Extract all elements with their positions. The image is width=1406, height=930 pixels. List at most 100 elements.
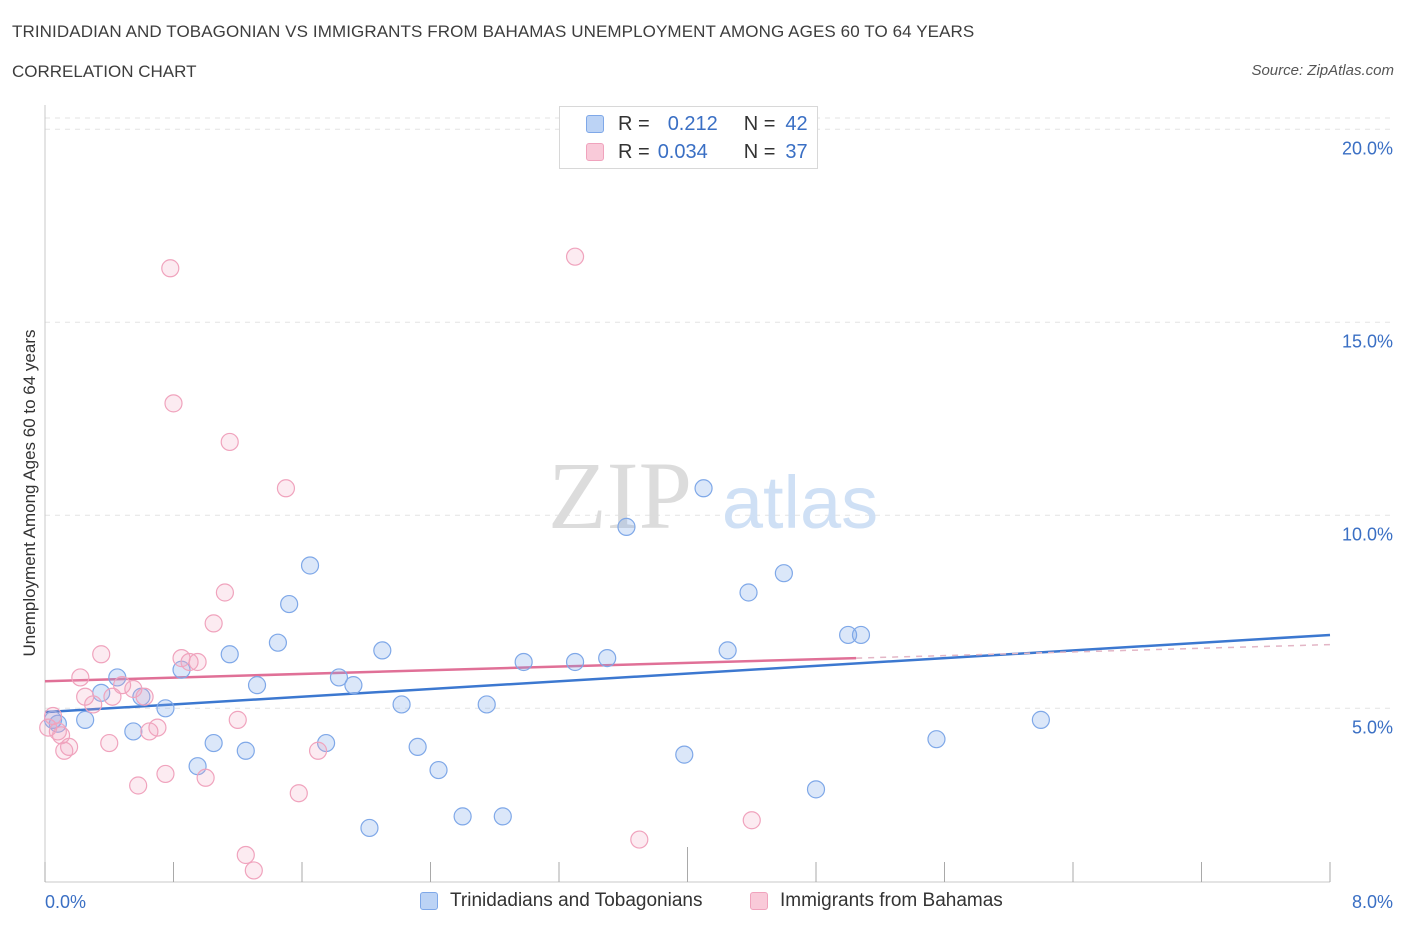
pink-point <box>84 695 103 714</box>
source-label: Source: ZipAtlas.com <box>1251 62 1394 79</box>
x-tick-label: 0.0% <box>45 892 86 912</box>
pink-point <box>188 652 207 672</box>
pink-point <box>630 830 649 849</box>
blue-point <box>360 818 379 838</box>
blue-point <box>739 583 758 602</box>
blue-point <box>280 594 299 614</box>
pink-point <box>92 645 111 664</box>
blue-point <box>514 652 533 672</box>
pink-point <box>228 710 247 729</box>
pink-point <box>236 845 255 865</box>
blue-point <box>220 645 239 664</box>
blue-point <box>329 668 349 687</box>
pink-point <box>215 583 234 602</box>
x-tick-label: 8.0% <box>1352 892 1393 912</box>
legend-row-pink: R = 0.034 N = 37 <box>586 140 808 164</box>
blue-point <box>76 710 95 729</box>
pink-point <box>156 764 175 784</box>
blue-point <box>477 695 496 714</box>
blue-point <box>453 807 472 826</box>
blue-point <box>236 741 255 760</box>
pink-point <box>161 259 180 278</box>
blue-point <box>408 737 427 757</box>
pink-point <box>100 733 119 753</box>
blue-swatch <box>420 892 438 910</box>
blue-point <box>204 733 223 753</box>
y-tick-label: 10.0% <box>1342 524 1393 544</box>
n-label: N = <box>743 112 776 135</box>
stats-legend: R = 0.212 N = 42 R = 0.034 N = 37 <box>559 106 818 169</box>
blue-point <box>774 564 793 583</box>
axes <box>44 105 1331 883</box>
r-value: 0.034 <box>657 140 708 163</box>
blue-point <box>373 641 392 660</box>
blue-point <box>1031 710 1050 729</box>
blue-point <box>927 730 946 749</box>
pink-swatch <box>586 143 604 161</box>
pink-point <box>204 614 223 633</box>
blue-point <box>344 676 363 695</box>
chart-subtitle: CORRELATION CHART <box>12 62 197 81</box>
y-axis-label: Unemployment Among Ages 60 to 64 years <box>20 329 39 657</box>
watermark-atlas: atlas <box>722 461 878 544</box>
grid-lines <box>45 117 1395 709</box>
blue-point <box>675 745 694 764</box>
blue-point <box>493 807 512 826</box>
blue-point <box>851 625 871 645</box>
watermark: ZIP atlas <box>548 442 878 549</box>
blue-point <box>392 695 411 714</box>
pink-swatch <box>750 892 768 910</box>
watermark-zip: ZIP <box>548 442 692 549</box>
blue-trend-line <box>44 633 1331 714</box>
chart-title: TRINIDADIAN AND TOBAGONIAN VS IMMIGRANTS… <box>12 22 975 41</box>
pink-point <box>59 737 79 757</box>
pink-trend-extension <box>856 643 1331 659</box>
r-label: R = <box>618 140 650 163</box>
pink-point <box>196 768 215 787</box>
pink-point <box>129 776 148 795</box>
blue-point <box>300 556 320 575</box>
n-value: 42 <box>785 112 808 135</box>
y-tick-label: 15.0% <box>1342 331 1393 351</box>
blue-swatch <box>586 115 604 133</box>
blue-point <box>124 722 143 741</box>
legend-label: Immigrants from Bahamas <box>780 890 1003 911</box>
pink-point <box>71 668 90 687</box>
n-value: 37 <box>785 140 808 163</box>
pink-point <box>148 718 167 737</box>
n-label: N = <box>743 140 776 163</box>
pink-trend-line <box>44 656 857 683</box>
tick-labels: 5.0% 10.0% 15.0% 20.0% 0.0% 8.0% <box>45 138 1393 912</box>
blue-point <box>718 641 737 660</box>
pink-point <box>164 394 183 413</box>
y-tick-label: 20.0% <box>1342 138 1393 158</box>
pink-point <box>244 861 263 880</box>
blue-point <box>617 517 636 536</box>
blue-point <box>268 633 288 652</box>
blue-point <box>806 780 826 799</box>
pink-point <box>112 676 132 695</box>
pink-point <box>742 811 761 830</box>
blue-point <box>598 649 617 668</box>
blue-point <box>247 676 267 695</box>
r-value: 0.212 <box>667 112 718 135</box>
pink-point <box>308 741 328 760</box>
pink-point <box>135 687 154 706</box>
pink-point <box>276 479 296 498</box>
y-tick-label: 5.0% <box>1352 717 1393 737</box>
pink-point <box>289 784 308 803</box>
trend-lines <box>44 633 1331 714</box>
r-label: R = <box>618 112 650 135</box>
blue-point <box>565 652 585 672</box>
pink-point <box>48 722 67 741</box>
blue-point <box>429 760 448 780</box>
series-legend: Trinidadians and Tobagonians Immigrants … <box>0 888 1406 916</box>
pink-point <box>220 432 239 452</box>
legend-row-blue: R = 0.212 N = 42 <box>586 112 808 136</box>
pink-point <box>565 247 585 266</box>
legend-label: Trinidadians and Tobagonians <box>450 890 703 911</box>
pink-point <box>39 718 58 737</box>
blue-point <box>839 625 858 645</box>
data-points <box>39 247 1050 880</box>
